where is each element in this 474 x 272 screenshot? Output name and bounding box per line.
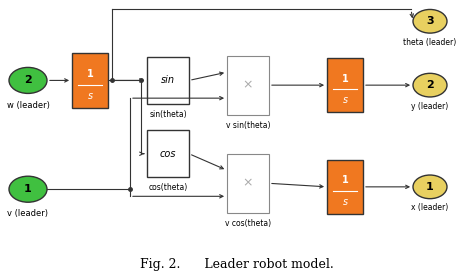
Text: 1: 1	[24, 184, 32, 194]
Bar	[147, 57, 189, 104]
Text: ×: ×	[243, 177, 253, 190]
Text: ×: ×	[243, 79, 253, 92]
Text: 1: 1	[342, 74, 348, 84]
Ellipse shape	[413, 175, 447, 199]
Text: cos: cos	[160, 149, 176, 159]
Text: 2: 2	[24, 75, 32, 85]
Bar	[147, 130, 189, 177]
Bar	[227, 154, 269, 213]
Bar	[327, 58, 363, 112]
Text: v cos(theta): v cos(theta)	[225, 219, 271, 228]
Ellipse shape	[9, 176, 47, 202]
Text: cos(theta): cos(theta)	[148, 183, 188, 192]
Text: theta (leader): theta (leader)	[403, 38, 456, 47]
Text: 2: 2	[426, 80, 434, 90]
Text: s: s	[342, 197, 347, 207]
Text: sin: sin	[161, 75, 175, 85]
Bar	[72, 53, 108, 108]
Text: 1: 1	[87, 69, 93, 79]
Text: v sin(theta): v sin(theta)	[226, 120, 270, 130]
Text: Fig. 2.      Leader robot model.: Fig. 2. Leader robot model.	[140, 258, 334, 271]
Text: x (leader): x (leader)	[411, 203, 448, 212]
Text: 1: 1	[342, 175, 348, 185]
Text: v (leader): v (leader)	[8, 209, 48, 218]
Text: sin(theta): sin(theta)	[149, 110, 187, 119]
Text: 3: 3	[426, 16, 434, 26]
Ellipse shape	[413, 73, 447, 97]
Text: w (leader): w (leader)	[7, 101, 49, 110]
Bar	[227, 55, 269, 115]
Bar	[327, 160, 363, 214]
Text: s: s	[87, 91, 92, 101]
Text: y (leader): y (leader)	[411, 102, 448, 111]
Ellipse shape	[413, 10, 447, 33]
Text: s: s	[342, 95, 347, 105]
Text: 1: 1	[426, 182, 434, 192]
Ellipse shape	[9, 67, 47, 93]
